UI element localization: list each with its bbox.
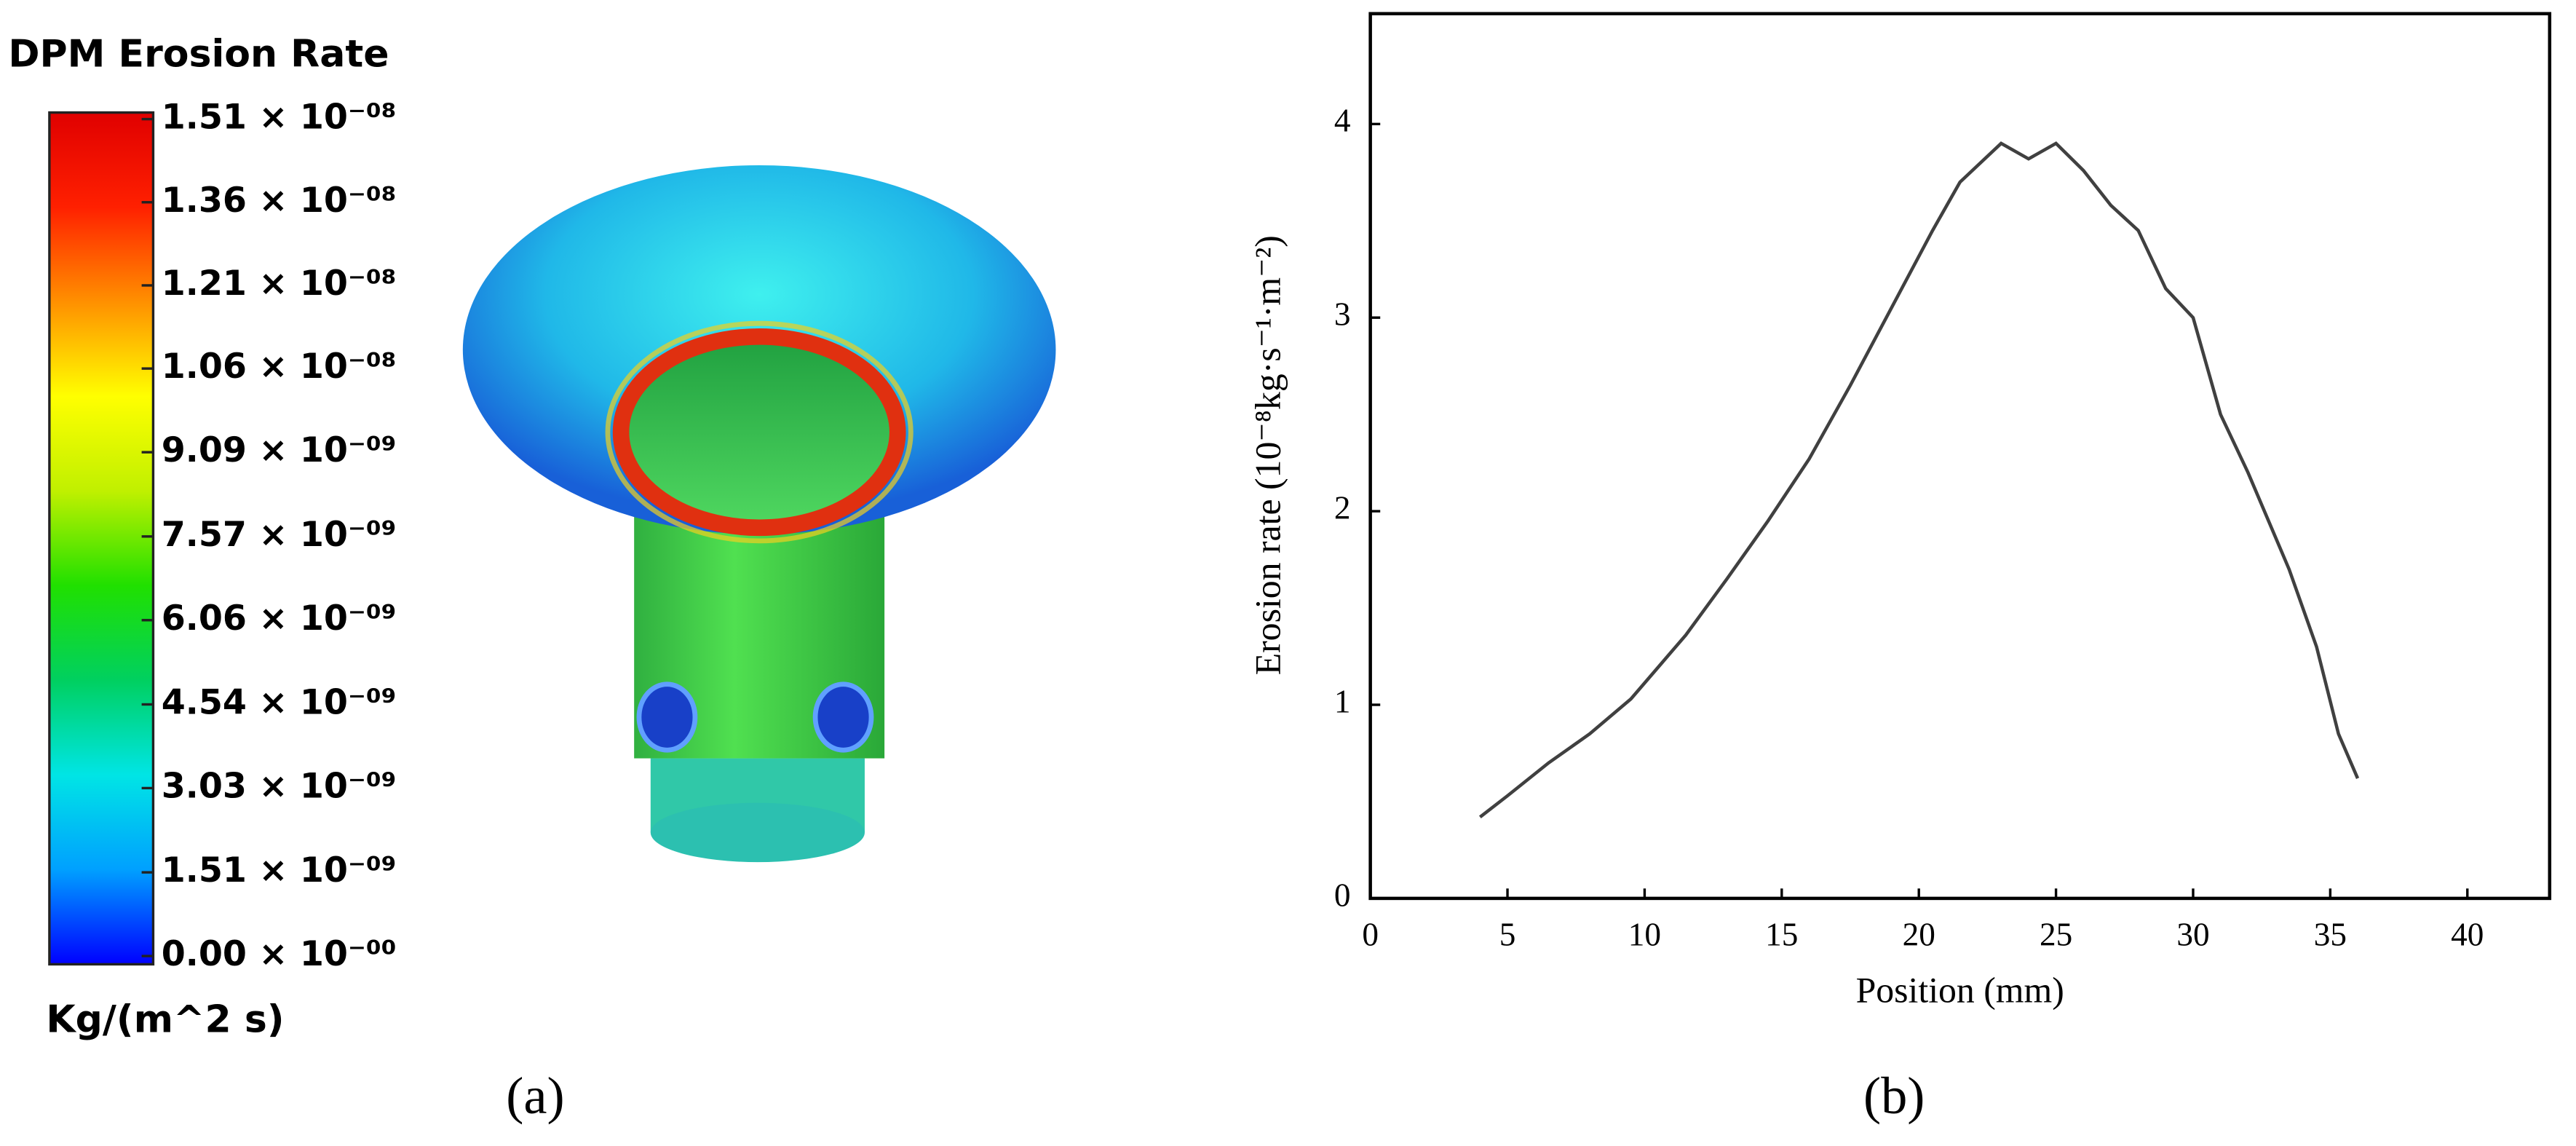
render-3d — [462, 165, 1056, 863]
colorbar-tick-label: 9.09 × 10⁻⁰⁹ — [162, 430, 397, 470]
x-tick-label: 40 — [2451, 917, 2484, 953]
caption: (b) — [1863, 1066, 1925, 1125]
plot-frame — [1368, 12, 2552, 901]
hole — [812, 681, 874, 753]
throat-rim — [605, 320, 914, 544]
x-tick-label: 30 — [2176, 917, 2209, 953]
x-tick-label: 20 — [1903, 917, 1935, 953]
colorbar-tick-label: 4.54 × 10⁻⁰⁹ — [162, 682, 397, 722]
colorbar-tick-label: 3.03 × 10⁻⁰⁹ — [162, 766, 397, 806]
x-tick-label: 35 — [2314, 917, 2347, 953]
colorbar-tick-label: 1.51 × 10⁻⁰⁹ — [162, 850, 397, 890]
y-tick-label: 4 — [1334, 103, 1351, 139]
colorbar-tick-label: 1.21 × 10⁻⁰⁸ — [162, 264, 397, 304]
x-tick-label: 15 — [1765, 917, 1798, 953]
colorbar-title: DPM Erosion Rate — [8, 33, 389, 76]
x-tick-label: 0 — [1362, 917, 1379, 953]
colorbar-tick-label: 7.57 × 10⁻⁰⁹ — [162, 515, 397, 555]
y-tick-label: 1 — [1334, 683, 1351, 719]
y-tick-label: 3 — [1334, 296, 1351, 333]
colorbar-tick-label: 1.51 × 10⁻⁰⁸ — [162, 98, 397, 138]
caption: (a) — [506, 1066, 564, 1125]
data-line — [1478, 141, 2360, 819]
x-tick-label: 25 — [2040, 917, 2072, 953]
x-tick-label: 10 — [1628, 917, 1661, 953]
colorbar-tick-label: 6.06 × 10⁻⁰⁹ — [162, 598, 397, 639]
x-axis-label: Position (mm) — [1856, 971, 2064, 1011]
y-axis-label: Erosion rate (10⁻⁸kg·s⁻¹·m⁻²) — [1248, 235, 1288, 675]
y-tick-label: 0 — [1334, 877, 1351, 913]
x-tick-label: 5 — [1499, 917, 1516, 953]
colorbar-tick-label: 1.06 × 10⁻⁰⁸ — [162, 347, 397, 387]
throat — [612, 328, 906, 537]
hole — [636, 681, 698, 753]
nozzle-bottom — [650, 802, 865, 863]
colorbar — [48, 111, 155, 966]
colorbar-tick-label: 1.36 × 10⁻⁰⁸ — [162, 181, 397, 221]
colorbar-tick-label: 0.00 × 10⁻⁰⁰ — [162, 934, 397, 974]
colorbar-unit: Kg/(m^2 s) — [46, 998, 284, 1042]
y-tick-label: 2 — [1334, 490, 1351, 526]
